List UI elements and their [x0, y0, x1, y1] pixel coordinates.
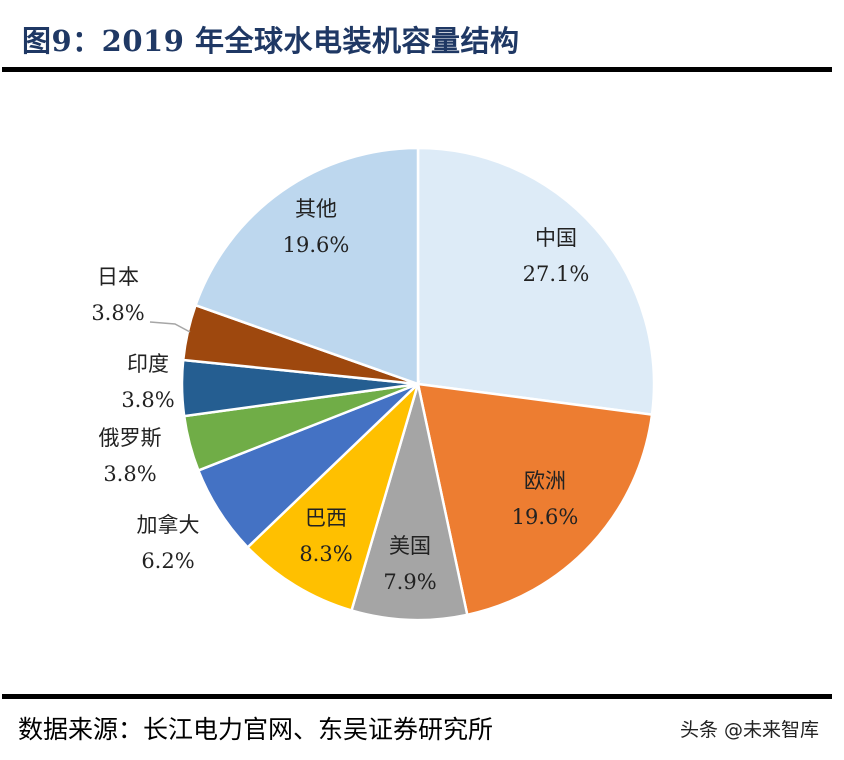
- leader-line: [149, 321, 191, 333]
- bottom-divider: [2, 694, 832, 699]
- slice-label-3: 巴西: [305, 506, 347, 530]
- slice-value-8: 19.6%: [283, 233, 350, 257]
- pie-slice-2: [349, 383, 469, 622]
- pie-slice-8: [193, 146, 420, 386]
- slice-value-2: 7.9%: [383, 570, 436, 594]
- pie-slice-1: [416, 382, 654, 617]
- slice-label-5: 俄罗斯: [99, 426, 162, 450]
- slice-value-1: 19.6%: [512, 505, 579, 529]
- slice-value-7: 3.8%: [91, 301, 144, 325]
- watermark: 头条 @未来智库: [680, 719, 820, 741]
- slice-label-7: 日本: [97, 265, 139, 289]
- slice-label-2: 美国: [389, 534, 431, 558]
- slice-label-0: 中国: [535, 226, 577, 250]
- slice-value-4: 6.2%: [141, 549, 194, 573]
- slice-label-8: 其他: [295, 197, 337, 221]
- slice-label-1: 欧洲: [524, 469, 566, 493]
- chart-title: 图9：2019 年全球水电装机容量结构: [22, 24, 520, 58]
- top-divider: [2, 67, 832, 72]
- pie-slice-3: [245, 379, 421, 612]
- slice-value-0: 27.1%: [523, 262, 590, 286]
- slice-label-6: 印度: [127, 352, 169, 376]
- pie-chart: 中国 27.1% 欧洲 19.6% 美国 7.9% 巴西 8.3% 加拿大 6.2% 俄罗斯 3.8%…: [91, 146, 656, 622]
- slice-value-6: 3.8%: [121, 388, 174, 412]
- source-note: 数据来源：长江电力官网、东吴证券研究所: [18, 715, 494, 744]
- slice-value-5: 3.8%: [103, 462, 156, 486]
- slice-label-4: 加拿大: [137, 513, 200, 537]
- slice-value-3: 8.3%: [299, 542, 352, 566]
- pie-slice-0: [416, 146, 656, 417]
